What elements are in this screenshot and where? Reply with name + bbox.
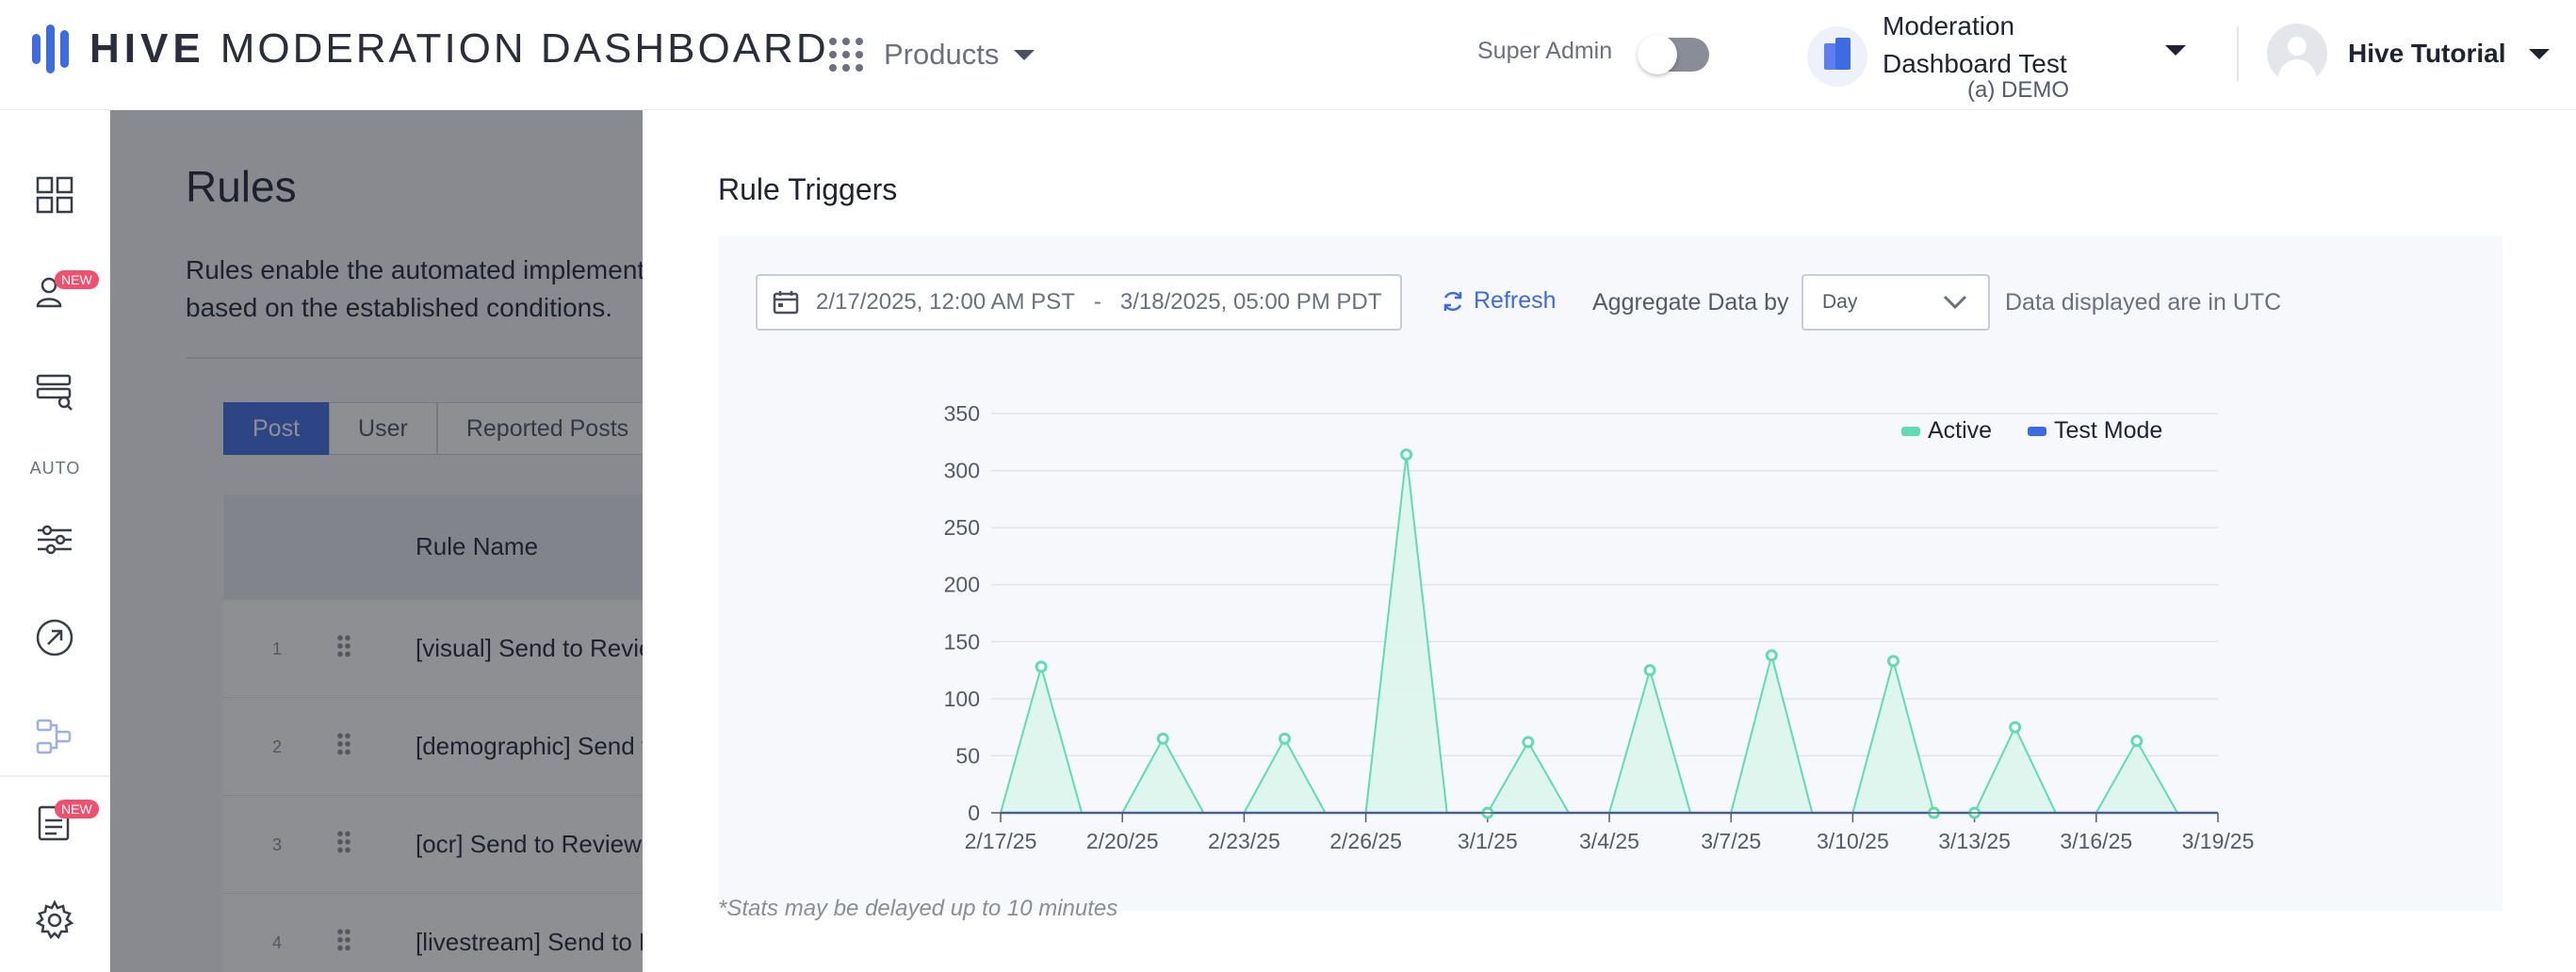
y-tick-label: 200	[944, 573, 980, 597]
user-review-icon[interactable]: NEW	[34, 270, 99, 314]
org-switcher[interactable]: Moderation Dashboard Test (a) DEMO	[1807, 6, 2203, 104]
avatar	[2267, 24, 2327, 84]
brand-product: MODERATION DASHBOARD	[220, 25, 829, 72]
org-subtitle: (a) DEMO	[1967, 77, 2069, 103]
user-name: Hive Tutorial	[2348, 39, 2506, 68]
x-tick-label: 2/23/25	[1208, 829, 1280, 853]
x-tick-label: 3/4/25	[1579, 829, 1639, 853]
chevron-down-icon	[2528, 48, 2550, 59]
y-tick-label: 100	[944, 687, 980, 711]
reports-icon[interactable]: NEW	[34, 800, 99, 843]
dashboard-icon[interactable]	[34, 174, 75, 216]
org-name: Moderation Dashboard Test	[1883, 11, 2067, 78]
legend-label-test-mode: Test Mode	[2054, 417, 2162, 444]
y-tick-label: 0	[968, 801, 980, 825]
data-point	[1278, 732, 1291, 745]
x-tick-label: 3/7/25	[1701, 829, 1761, 853]
stats-delay-footnote: *Stats may be delayed up to 10 minutes	[718, 896, 1118, 921]
refresh-button[interactable]: Refresh	[1442, 287, 1557, 315]
sliders-icon[interactable]	[34, 519, 75, 560]
x-tick-label: 2/20/25	[1086, 829, 1159, 853]
date-start: 2/17/2025, 12:00 AM PST	[816, 289, 1075, 315]
building-icon	[1807, 26, 1867, 87]
date-separator: -	[1093, 289, 1101, 315]
user-menu[interactable]: Hive Tutorial	[2267, 23, 2550, 85]
sidebar: NEW AUTO NEW	[0, 110, 110, 972]
x-tick-label: 2/26/25	[1329, 829, 1402, 853]
utc-note: Data displayed are in UTC	[2005, 289, 2282, 316]
review-queue-icon[interactable]	[34, 370, 75, 412]
products-label: Products	[884, 38, 1000, 71]
x-tick-label: 3/19/25	[2182, 829, 2255, 853]
y-tick-label: 300	[944, 459, 980, 483]
date-range-picker[interactable]: 2/17/2025, 12:00 AM PST - 3/18/2025, 05:…	[756, 274, 1402, 331]
new-badge: NEW	[55, 270, 99, 289]
legend-swatch-active	[1901, 427, 1920, 436]
apps-grid-icon	[829, 38, 863, 72]
chevron-down-icon	[2165, 45, 2186, 56]
data-point	[1400, 448, 1413, 462]
aggregate-value: Day	[1822, 291, 1858, 313]
data-point	[1156, 732, 1169, 745]
y-tick-label: 50	[955, 743, 980, 768]
y-tick-label: 250	[944, 515, 980, 540]
chevron-down-icon	[1014, 49, 1035, 60]
arrow-circle-icon[interactable]	[34, 617, 75, 658]
chart-card: 2/17/2025, 12:00 AM PST - 3/18/2025, 05:…	[718, 236, 2503, 911]
header-divider	[2237, 26, 2239, 81]
auto-section-label: AUTO	[29, 459, 81, 478]
data-point	[1035, 660, 1048, 673]
hive-logo-icon	[32, 24, 69, 73]
drawer-title: Rule Triggers	[718, 172, 898, 206]
gear-icon[interactable]	[34, 899, 75, 941]
new-badge: NEW	[55, 800, 99, 818]
modal-backdrop[interactable]	[110, 110, 643, 972]
toggle-knob	[1638, 35, 1677, 74]
top-bar: HIVE MODERATION DASHBOARD Products Super…	[0, 0, 2576, 110]
refresh-icon	[1443, 291, 1462, 311]
legend-swatch-test-mode	[2028, 427, 2046, 436]
active-series-line	[1000, 454, 2218, 814]
x-tick-label: 3/1/25	[1458, 829, 1518, 853]
data-point	[2130, 735, 2144, 748]
rule-triggers-drawer: Rule Triggers 2/17/2025, 12:00 AM PST - …	[643, 110, 2576, 972]
aggregate-label: Aggregate Data by	[1592, 289, 1789, 316]
products-menu[interactable]: Products	[829, 32, 1035, 77]
date-end: 3/18/2025, 05:00 PM PDT	[1119, 289, 1382, 315]
active-series-area	[1001, 454, 2218, 813]
super-admin-label: Super Admin	[1477, 38, 1613, 64]
data-point	[1765, 649, 1778, 662]
chevron-down-icon	[1943, 295, 1967, 310]
data-point	[1643, 664, 1656, 677]
aggregate-select[interactable]: Day	[1802, 274, 1990, 331]
data-point	[2009, 721, 2022, 734]
super-admin-toggle[interactable]	[1638, 35, 1709, 74]
calendar-icon	[773, 291, 799, 315]
x-tick-label: 2/17/25	[965, 829, 1037, 853]
refresh-label: Refresh	[1474, 287, 1557, 314]
data-point	[1886, 655, 1899, 668]
sidebar-divider	[0, 775, 110, 777]
data-point	[1522, 736, 1535, 749]
x-tick-label: 3/10/25	[1817, 829, 1889, 853]
brand-name: HIVE	[90, 25, 205, 72]
y-tick-label: 350	[944, 401, 980, 426]
brand-logo[interactable]: HIVE MODERATION DASHBOARD	[32, 23, 829, 75]
y-tick-label: 150	[944, 629, 980, 654]
rule-triggers-chart: 0 50 100 150 200 250 300 350 2/17/25 2/20/25 2/23/…	[944, 401, 2255, 853]
legend-label-active: Active	[1928, 417, 1992, 444]
x-tick-label: 3/13/25	[1938, 829, 2011, 853]
workflow-icon[interactable]	[34, 715, 75, 756]
x-tick-label: 3/16/25	[2060, 829, 2132, 853]
